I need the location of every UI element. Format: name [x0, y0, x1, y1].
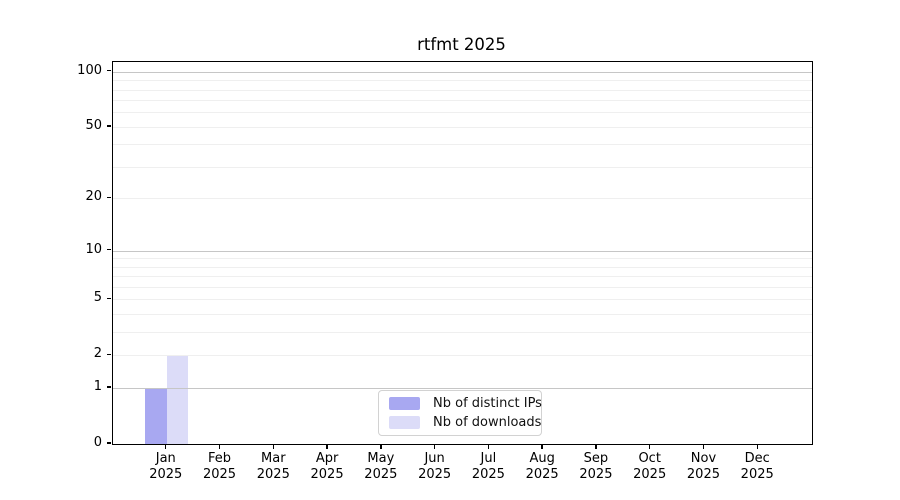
x-label-year: 2025: [686, 467, 720, 482]
x-label-month: Mar: [261, 451, 286, 466]
bars-layer: [113, 62, 812, 444]
legend-entry: Nb of distinct IPs: [389, 396, 542, 411]
x-label-month: May: [367, 451, 395, 466]
y-tick: [106, 386, 111, 388]
bar-nb-of-distinct-ips: [145, 388, 167, 444]
x-label-year: 2025: [633, 467, 667, 482]
legend: Nb of distinct IPs Nb of downloads: [378, 390, 542, 436]
minor-gridline: [113, 198, 812, 200]
y-tick: [106, 353, 111, 356]
x-tick-label: Jun 2025: [403, 451, 467, 483]
y-tick: [106, 297, 111, 300]
y-tick: [106, 70, 111, 72]
x-tick-label: Apr 2025: [295, 451, 359, 483]
y-tick-label: 1: [93, 379, 102, 395]
x-tick-label: Feb 2025: [188, 451, 252, 483]
y-tick-label: 5: [93, 290, 102, 306]
x-tick-label: Dec 2025: [725, 451, 789, 483]
x-tick-label: May 2025: [349, 451, 413, 483]
x-tick: [165, 444, 167, 449]
minor-gridline: [113, 266, 812, 268]
y-tick-label: 10: [85, 241, 102, 257]
x-label-month: Feb: [208, 451, 232, 466]
legend-entry-label: Nb of distinct IPs: [433, 396, 542, 411]
minor-gridline: [113, 258, 812, 260]
x-label-month: Sep: [583, 451, 609, 466]
plot-area: [112, 61, 813, 445]
x-tick: [648, 444, 651, 449]
x-label-year: 2025: [202, 467, 237, 482]
minor-gridline: [113, 276, 812, 278]
minor-gridline: [113, 299, 812, 301]
y-tick: [106, 196, 111, 199]
y-tick-label: 0: [93, 435, 102, 450]
y-tick-label: 20: [85, 189, 102, 205]
x-label-year: 2025: [364, 467, 398, 482]
x-label-year: 2025: [418, 467, 452, 482]
x-tick-label: Sep 2025: [564, 451, 628, 483]
y-tick-label: 100: [77, 62, 102, 78]
x-label-month: Jul: [480, 451, 497, 466]
major-gridline: [113, 71, 812, 73]
x-tick: [487, 444, 490, 449]
x-label-year: 2025: [525, 467, 559, 482]
x-label-month: Nov: [690, 451, 717, 466]
x-tick-label: Mar 2025: [241, 451, 305, 483]
x-tick: [756, 444, 758, 449]
major-gridline: [113, 388, 812, 390]
gridlines-layer: [113, 62, 812, 444]
x-tick: [272, 444, 274, 449]
x-tick-label: Jul 2025: [456, 451, 520, 483]
y-tick: [106, 248, 111, 251]
x-tick-label: Jan 2025: [134, 451, 198, 483]
minor-gridline: [113, 126, 812, 128]
y-tick: [106, 442, 111, 444]
x-tick-label: Aug 2025: [510, 451, 574, 483]
x-tick: [595, 444, 597, 449]
x-tick-label: Nov 2025: [671, 451, 735, 483]
y-tick-label: 50: [85, 117, 102, 133]
x-label-year: 2025: [740, 467, 774, 482]
minor-gridline: [113, 89, 812, 91]
legend-entry: Nb of downloads: [389, 415, 541, 430]
x-tick: [433, 444, 436, 449]
x-label-month: Oct: [638, 451, 661, 466]
minor-gridline: [113, 167, 812, 169]
x-label-year: 2025: [471, 467, 505, 482]
minor-gridline: [113, 100, 812, 102]
chart-title: rtfmt 2025: [417, 35, 506, 54]
x-label-month: Aug: [529, 451, 555, 466]
x-label-month: Apr: [315, 451, 339, 466]
legend-swatch-icon: [389, 416, 420, 429]
x-tick: [541, 444, 543, 449]
legend-swatch-icon: [389, 397, 420, 410]
minor-gridline: [113, 332, 812, 334]
x-tick: [326, 444, 328, 449]
bar-nb-of-downloads: [166, 355, 189, 444]
x-label-month: Dec: [744, 451, 770, 466]
y-tick-label: 2: [93, 346, 102, 362]
x-label-year: 2025: [256, 467, 290, 482]
x-tick: [380, 444, 382, 449]
major-gridline: [113, 250, 812, 252]
y-tick: [106, 125, 111, 127]
minor-gridline: [113, 112, 812, 114]
minor-gridline: [113, 80, 812, 82]
x-label-year: 2025: [579, 467, 613, 482]
x-label-month: Jan: [155, 451, 176, 466]
x-tick: [702, 444, 705, 449]
minor-gridline: [113, 144, 812, 146]
x-label-year: 2025: [310, 467, 344, 482]
minor-gridline: [113, 355, 812, 357]
minor-gridline: [113, 314, 812, 316]
x-label-year: 2025: [149, 467, 183, 482]
x-tick-label: Oct 2025: [618, 451, 682, 483]
legend-entry-label: Nb of downloads: [433, 415, 542, 430]
x-tick: [218, 444, 221, 449]
x-label-month: Jun: [424, 451, 445, 466]
minor-gridline: [113, 287, 812, 289]
